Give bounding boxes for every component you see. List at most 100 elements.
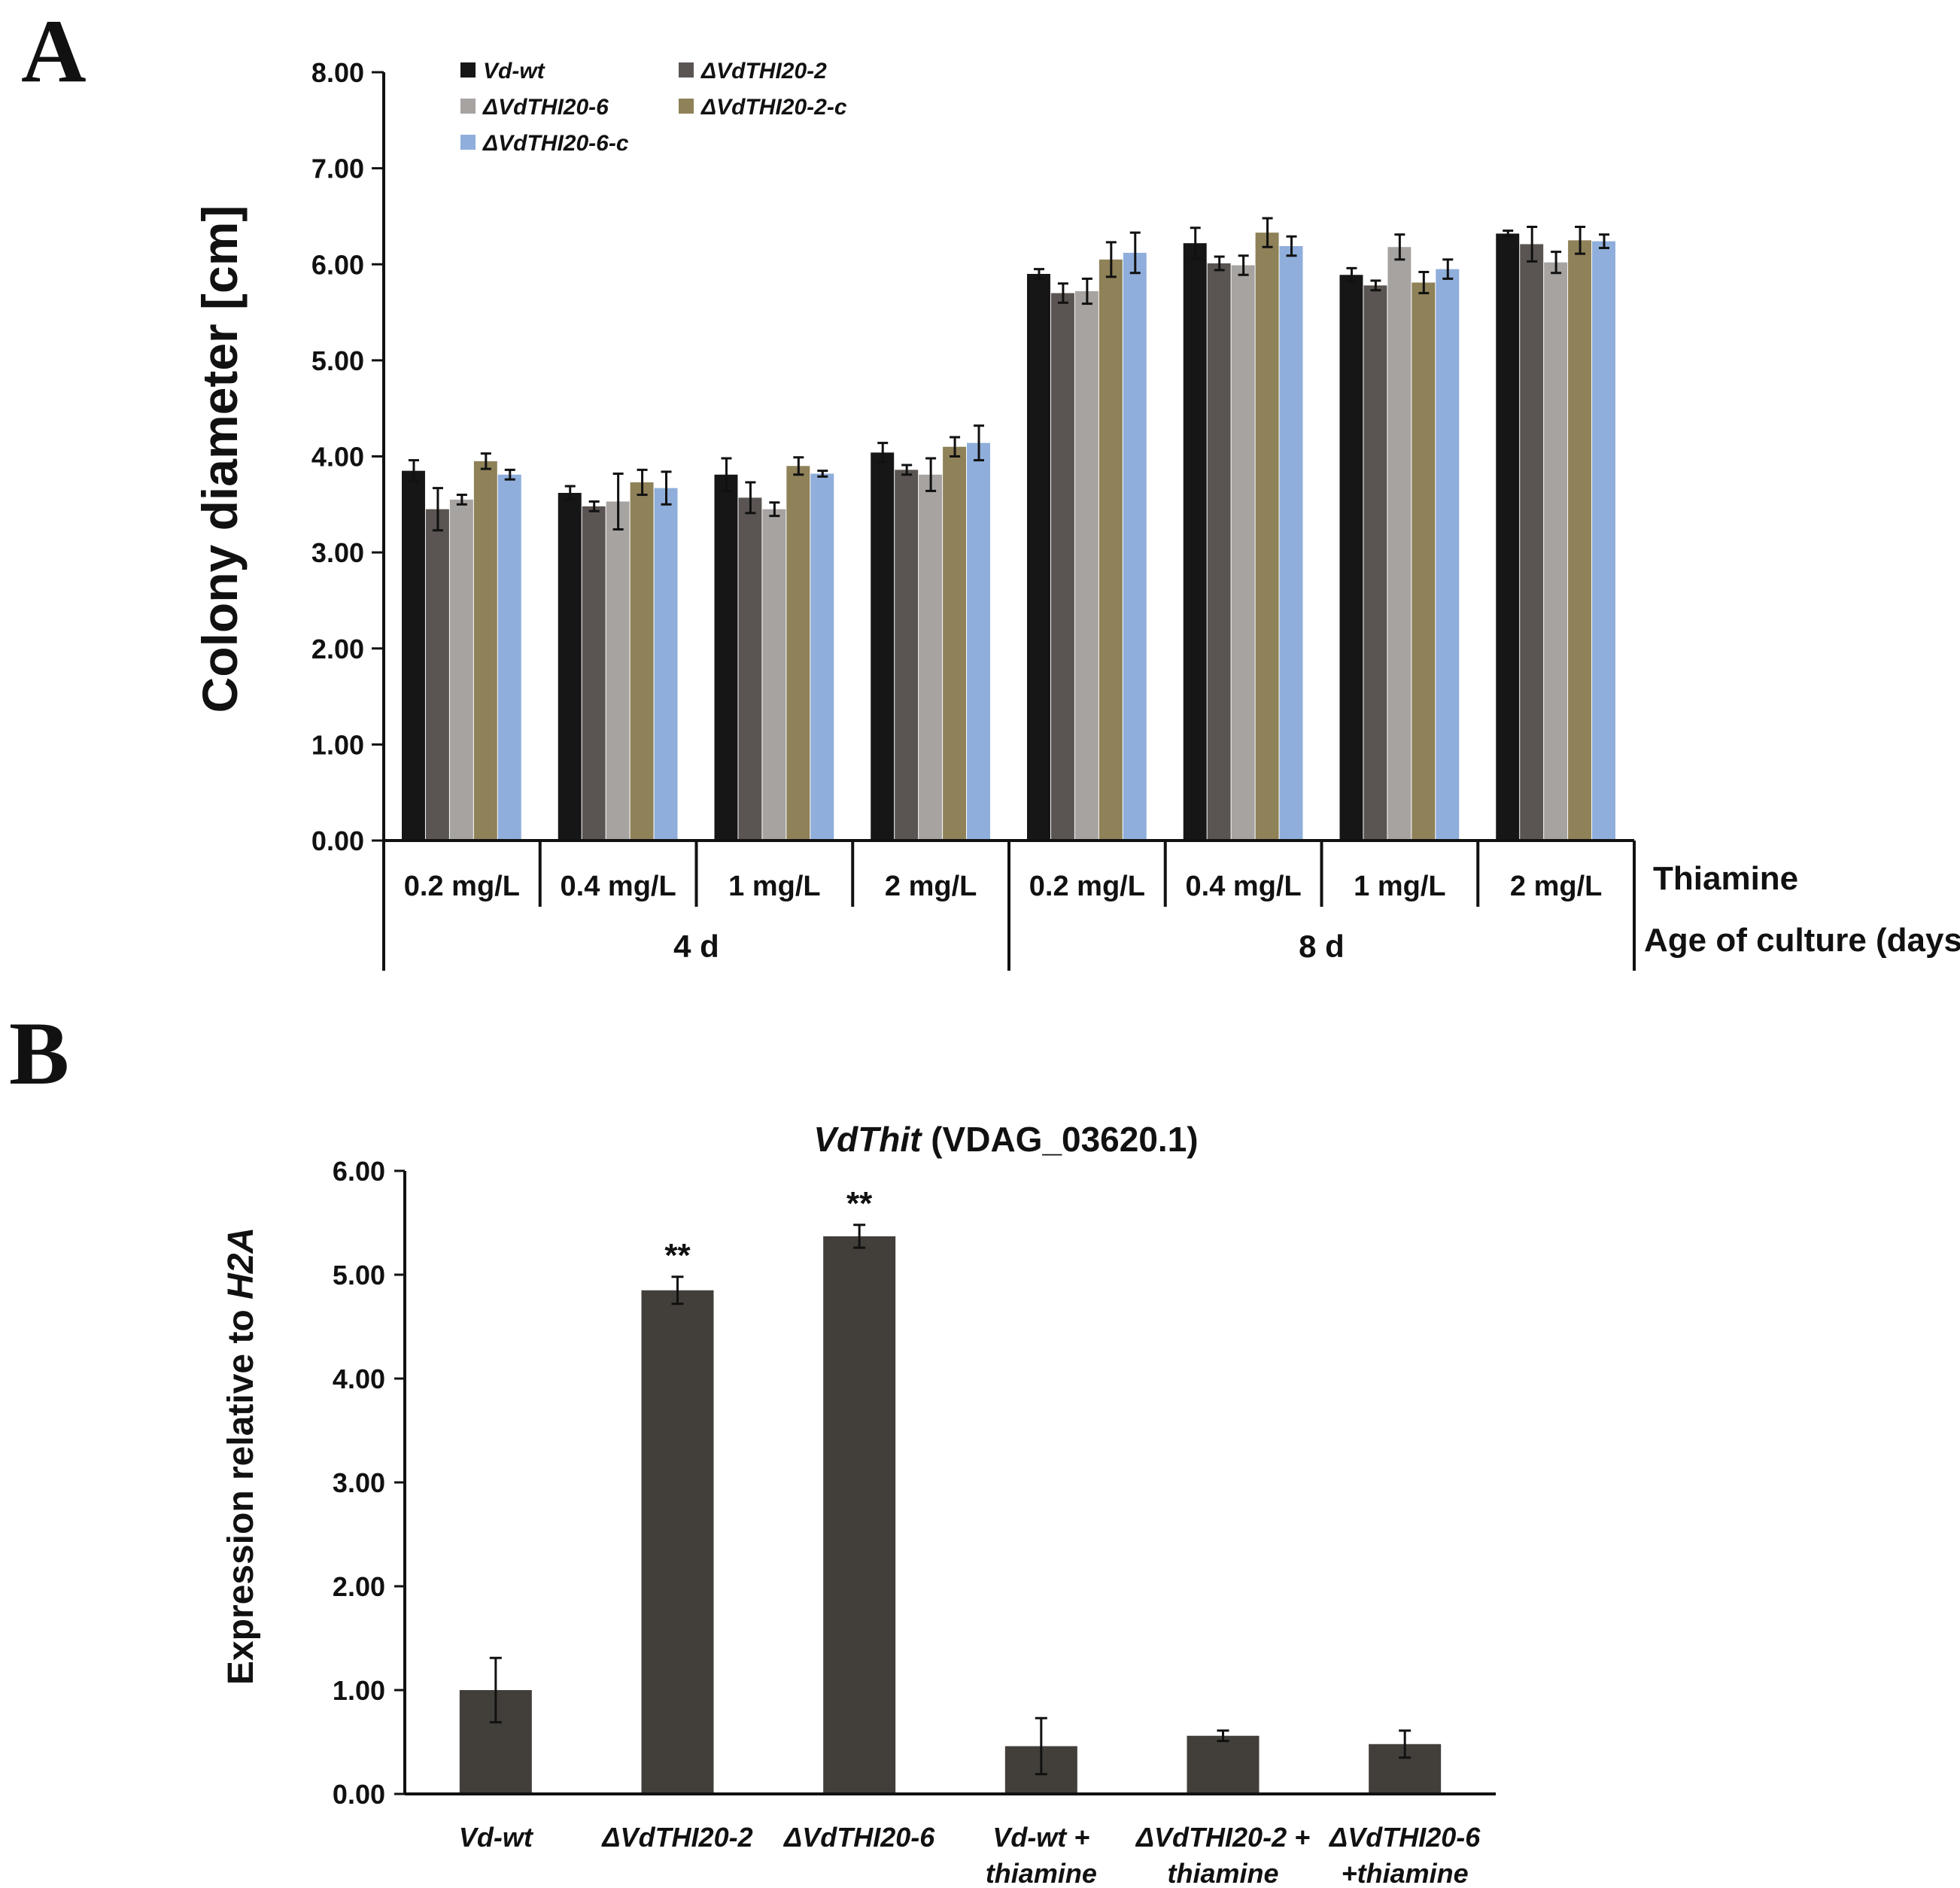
category-label: 0.2 mg/L [1029, 871, 1145, 902]
chart-b-x-axis: Vd-wt ΔVdTHI20-2 ΔVdTHI20-6 Vd-wt + thiamine… [405, 1792, 1496, 1888]
chart-b-y-axis-title-gene: H2A [221, 1227, 261, 1300]
y-tick-label: 8.00 [311, 57, 364, 88]
chart-a-age-label: Age of culture (days) [1644, 922, 1960, 959]
bar [810, 473, 834, 841]
legend-swatch [679, 99, 694, 114]
chart-b-bars [459, 1236, 1442, 1794]
category-label: Vd-wt + [992, 1822, 1089, 1853]
chart-b-title: VdThit (VDAG_03620.1) [813, 1120, 1198, 1159]
legend-label: Vd-wt [483, 59, 546, 84]
y-tick-label: 1.00 [311, 729, 364, 760]
y-tick-label: 6.00 [333, 1156, 385, 1187]
y-tick-label: 5.00 [311, 345, 364, 376]
legend-label: ΔVdTHI20-2 [700, 59, 827, 84]
group-label: 8 d [1299, 929, 1345, 964]
bar [654, 488, 678, 841]
bar [1279, 246, 1303, 841]
bar [473, 461, 497, 841]
legend-swatch [460, 62, 476, 78]
significance-marker: ** [664, 1237, 691, 1274]
bar [630, 482, 654, 841]
panel-a-label: A [21, 1, 87, 101]
category-label: 1 mg/L [728, 871, 820, 902]
category-label: 0.2 mg/L [404, 871, 520, 902]
legend-label: ΔVdTHI20-6 [482, 95, 609, 120]
chart-a-legend: Vd-wt ΔVdTHI20-2 ΔVdTHI20-6 ΔVdTHI20-2-c ΔVd… [460, 59, 847, 156]
chart-a-error-bars [408, 217, 1610, 532]
bar [1255, 233, 1279, 841]
y-tick-label: 5.00 [333, 1260, 385, 1291]
bar [449, 499, 473, 841]
bar [1099, 259, 1123, 841]
bar [1412, 282, 1436, 841]
bar [1231, 265, 1255, 841]
chart-a-y-axis: 0.00 1.00 2.00 3.00 4.00 5.00 6.00 7.00 8.00 [311, 57, 385, 856]
category-label: ΔVdTHI20-2 + [1135, 1822, 1310, 1853]
bar [1592, 241, 1615, 841]
legend-swatch [679, 62, 694, 78]
y-tick-label: 4.00 [311, 442, 364, 473]
y-tick-label: 1.00 [333, 1675, 385, 1706]
y-tick-label: 2.00 [311, 634, 364, 664]
y-tick-label: 3.00 [333, 1467, 385, 1498]
legend-swatch [460, 135, 476, 150]
category-label: 1 mg/L [1354, 871, 1445, 902]
category-label-line2: +thiamine [1342, 1858, 1469, 1888]
category-label-line2: thiamine [1167, 1858, 1278, 1888]
y-tick-label: 2.00 [333, 1571, 385, 1602]
bar [1050, 293, 1074, 841]
chart-b: VdThit (VDAG_03620.1) 0.00 1.00 2.00 3.00 4.… [221, 1120, 1496, 1888]
significance-marker: ** [846, 1185, 873, 1222]
bar [425, 509, 449, 841]
bar [1496, 233, 1520, 841]
bar [943, 446, 967, 841]
category-label: ΔVdTHI20-6 [782, 1822, 935, 1853]
bar [1387, 247, 1412, 841]
bar [738, 497, 762, 841]
bar [1074, 290, 1099, 841]
bar [786, 466, 810, 841]
bar [1544, 262, 1568, 841]
group-label: 4 d [673, 929, 719, 964]
bar [1520, 244, 1544, 841]
legend-label: ΔVdTHI20-6-c [482, 131, 629, 156]
bar [967, 442, 990, 841]
bar [1123, 252, 1147, 841]
category-label: 2 mg/L [1510, 871, 1602, 902]
chart-a: 0.00 1.00 2.00 3.00 4.00 5.00 6.00 7.00 8.00 0.2… [192, 57, 1960, 971]
chart-b-y-axis: 0.00 1.00 2.00 3.00 4.00 5.00 6.00 [333, 1156, 406, 1810]
bar [402, 470, 425, 841]
bar [1183, 243, 1207, 841]
y-tick-label: 4.00 [333, 1364, 385, 1394]
category-label-line2: thiamine [986, 1858, 1097, 1888]
chart-b-title-rest: (VDAG_03620.1) [921, 1120, 1198, 1159]
chart-b-y-axis-title-prefix: Expression relative to [221, 1300, 261, 1685]
bar [823, 1236, 896, 1794]
y-tick-label: 6.00 [311, 249, 364, 280]
category-label: 0.4 mg/L [1186, 871, 1302, 902]
category-label: Vd-wt [459, 1822, 534, 1853]
bar [762, 509, 786, 841]
bar [641, 1290, 714, 1794]
bar [1339, 275, 1363, 841]
bar [1187, 1735, 1260, 1794]
bar [1027, 274, 1050, 841]
bar [714, 474, 738, 841]
chart-b-y-axis-title: Expression relative to H2A [221, 1227, 261, 1685]
y-tick-label: 7.00 [311, 154, 364, 184]
chart-a-y-axis-title: Colony diameter [cm] [192, 205, 248, 713]
bar [919, 474, 943, 841]
chart-b-error-bars: ** ** [489, 1185, 1412, 1776]
category-label: 0.4 mg/L [561, 871, 676, 902]
bar [558, 492, 582, 841]
chart-a-x-axis: 0.2 mg/L 0.4 mg/L 1 mg/L 2 mg/L 0.2 mg/L 0.4 … [382, 839, 1636, 971]
category-label: 2 mg/L [885, 871, 977, 902]
bar [1363, 285, 1387, 841]
bar [895, 470, 919, 841]
chart-b-title-gene: VdThit [813, 1120, 922, 1159]
bar [1568, 240, 1592, 841]
y-tick-label: 0.00 [333, 1779, 385, 1810]
bar [871, 452, 895, 841]
category-label: ΔVdTHI20-2 [600, 1822, 752, 1853]
